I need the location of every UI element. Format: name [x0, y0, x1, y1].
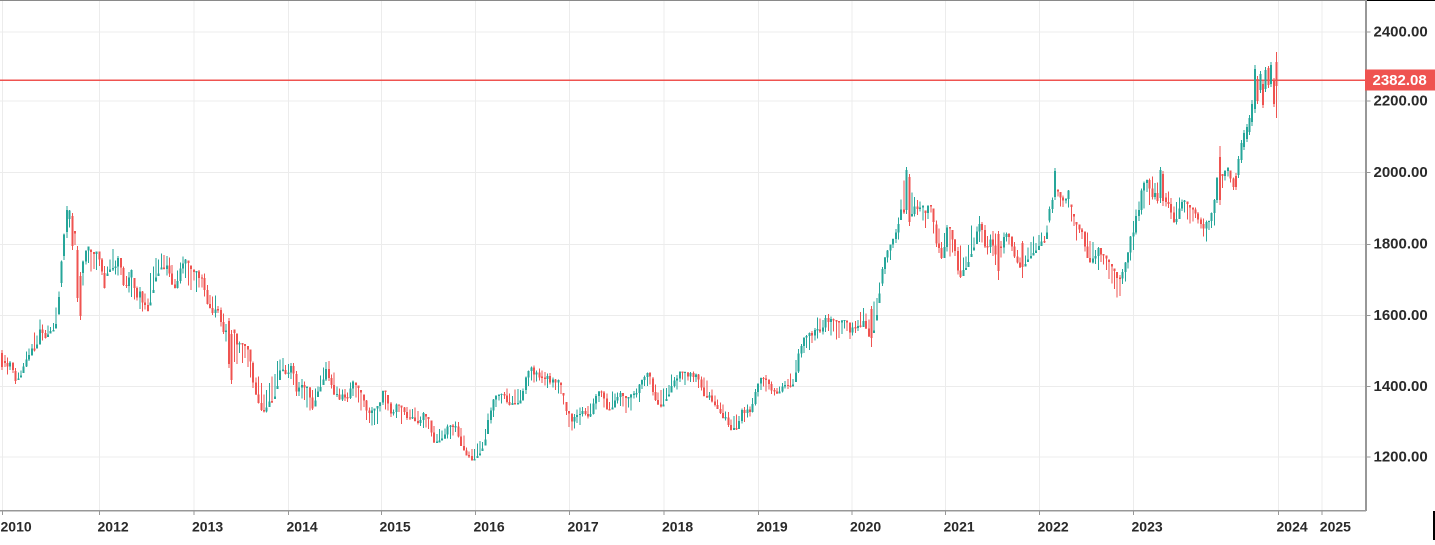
svg-text:2021: 2021 [944, 519, 975, 535]
svg-text:2016: 2016 [474, 519, 505, 535]
svg-text:2017: 2017 [568, 519, 599, 535]
svg-text:2013: 2013 [192, 519, 223, 535]
svg-text:2014: 2014 [287, 519, 318, 535]
svg-text:2023: 2023 [1132, 519, 1163, 535]
svg-text:2022: 2022 [1038, 519, 1069, 535]
svg-text:1600.00: 1600.00 [1374, 307, 1428, 324]
svg-text:2015: 2015 [380, 519, 411, 535]
svg-text:1800.00: 1800.00 [1374, 236, 1428, 253]
svg-text:1400.00: 1400.00 [1374, 378, 1428, 395]
svg-text:1200.00: 1200.00 [1374, 449, 1428, 466]
svg-text:2010: 2010 [1, 519, 32, 535]
svg-text:2025: 2025 [1320, 519, 1351, 535]
svg-text:2000.00: 2000.00 [1374, 164, 1428, 181]
svg-text:2012: 2012 [98, 519, 129, 535]
svg-text:2400.00: 2400.00 [1374, 23, 1428, 40]
svg-text:2024: 2024 [1277, 519, 1308, 535]
svg-text:2382.08: 2382.08 [1373, 72, 1427, 89]
svg-text:2019: 2019 [757, 519, 788, 535]
svg-text:2200.00: 2200.00 [1374, 93, 1428, 110]
svg-text:2020: 2020 [850, 519, 881, 535]
svg-text:2018: 2018 [662, 519, 693, 535]
